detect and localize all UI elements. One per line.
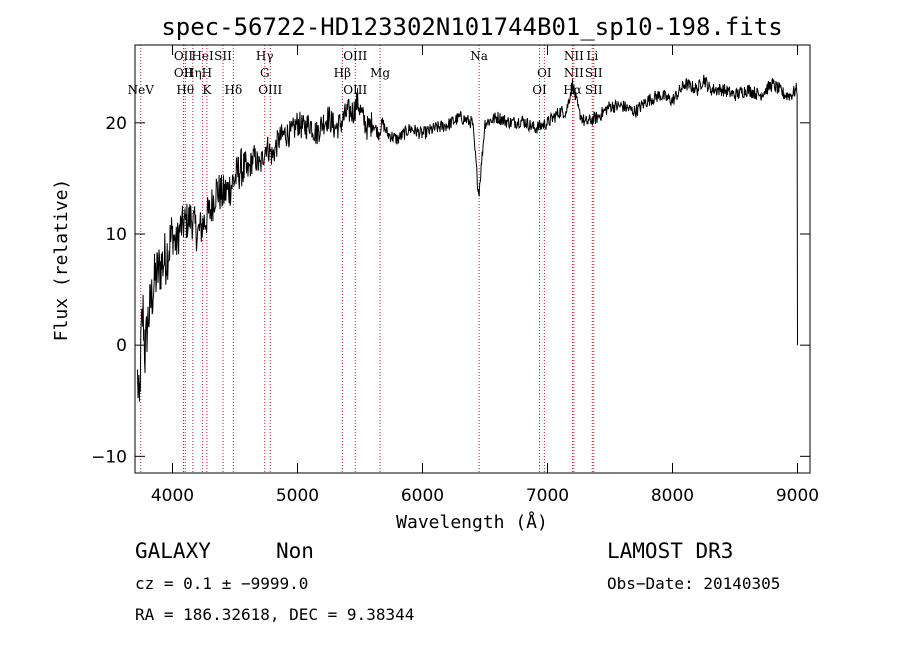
line-marker-label: OIII bbox=[258, 83, 282, 97]
survey-name: LAMOST DR3 bbox=[607, 539, 733, 563]
line-marker-label: OIII bbox=[343, 83, 367, 97]
x-axis: 4000 5000 6000 7000 8000 9000 bbox=[151, 45, 819, 506]
object-subclass: Non bbox=[276, 539, 314, 563]
line-marker-label: OI bbox=[532, 83, 547, 97]
line-marker-label: Na bbox=[470, 49, 488, 63]
y-tick-label: 0 bbox=[116, 336, 127, 356]
line-marker-label: Hη bbox=[184, 66, 202, 80]
y-tick-label: 10 bbox=[105, 225, 127, 245]
line-marker-label: SII bbox=[214, 49, 232, 63]
y-tick-label: −10 bbox=[91, 447, 127, 467]
line-marker-label: SII bbox=[585, 83, 603, 97]
line-marker-label: NII bbox=[564, 49, 584, 63]
line-marker-label: HeI bbox=[191, 49, 214, 63]
y-axis: −10 0 10 20 bbox=[91, 114, 810, 467]
line-marker-label: Hδ bbox=[225, 83, 243, 97]
x-tick-label: 5000 bbox=[276, 486, 319, 506]
line-marker-label: Li bbox=[586, 49, 598, 63]
line-marker-label: NII bbox=[564, 66, 584, 80]
spectrum-series bbox=[137, 74, 798, 402]
line-marker-label: Hβ bbox=[334, 66, 351, 80]
redshift-value: cz = 0.1 ± −9999.0 bbox=[135, 574, 308, 593]
line-marker-label: OII bbox=[174, 66, 194, 80]
x-tick-label: 8000 bbox=[651, 486, 694, 506]
x-tick-label: 7000 bbox=[526, 486, 569, 506]
line-marker-label: OI bbox=[537, 66, 552, 80]
spectrum-line bbox=[137, 74, 798, 402]
plot-frame bbox=[134, 44, 811, 474]
line-marker-label: NeV bbox=[128, 83, 155, 97]
y-tick-label: 20 bbox=[105, 114, 127, 134]
coordinates: RA = 186.32618, DEC = 9.38344 bbox=[135, 605, 414, 624]
line-marker-label: G bbox=[260, 66, 270, 80]
line-marker-label: Hθ bbox=[176, 83, 194, 97]
line-marker-label: SII bbox=[585, 66, 603, 80]
line-markers: NeV OII OII Hθ Hη HeI HK SII Hδ Hγ G OIII Hβ OIII OIII… bbox=[128, 45, 603, 473]
x-tick-label: 9000 bbox=[776, 486, 819, 506]
line-marker-label: H bbox=[202, 66, 212, 80]
line-marker-label: Hγ bbox=[256, 49, 274, 63]
line-marker-label: OIII bbox=[343, 49, 367, 63]
line-marker-label: OII bbox=[174, 49, 194, 63]
x-axis-title: Wavelength (Å) bbox=[396, 511, 548, 533]
object-class: GALAXY bbox=[135, 539, 211, 563]
line-marker-label: Mg bbox=[370, 66, 390, 80]
y-axis-title: Flux (relative) bbox=[51, 179, 72, 342]
x-tick-label: 6000 bbox=[401, 486, 444, 506]
chart-title: spec-56722-HD123302N101744B01_sp10-198.f… bbox=[161, 13, 782, 41]
line-marker-label: K bbox=[202, 83, 212, 97]
x-tick-label: 4000 bbox=[151, 486, 194, 506]
observation-date: Obs−Date: 20140305 bbox=[607, 574, 780, 593]
